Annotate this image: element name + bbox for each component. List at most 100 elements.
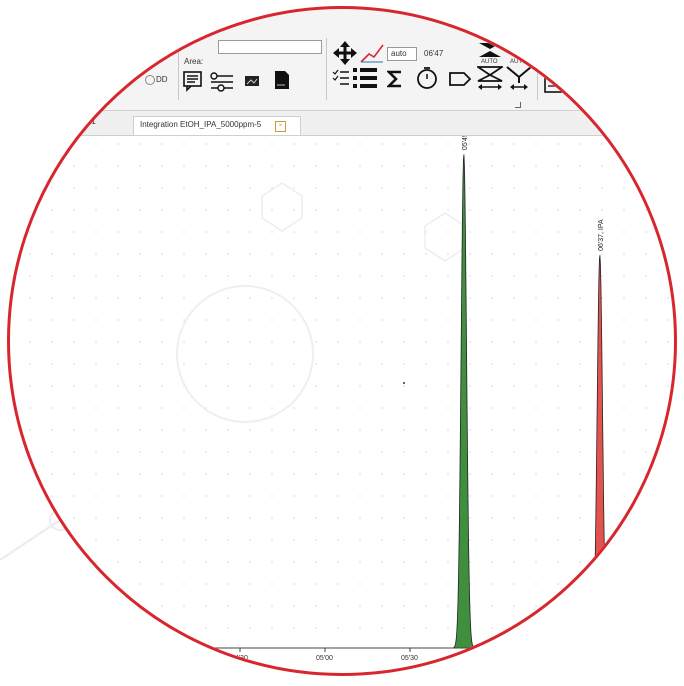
checklist-icon[interactable] <box>332 68 350 88</box>
grid-dot <box>623 165 625 167</box>
grid-dot <box>293 627 295 629</box>
grid-dot <box>183 275 185 277</box>
grid-dot <box>161 517 163 519</box>
grid-dot <box>29 275 31 277</box>
scale-input[interactable]: auto <box>387 47 417 61</box>
grid-dot <box>535 231 537 233</box>
grid-dot <box>447 517 449 519</box>
auto-zoom-icon-2[interactable] <box>508 42 532 58</box>
grid-dot <box>403 495 405 497</box>
grid-dot <box>359 341 361 343</box>
grid-dot <box>249 561 251 563</box>
grid-dot <box>161 627 163 629</box>
grid-dot <box>249 429 251 431</box>
tag-icon[interactable] <box>448 71 472 87</box>
peak-etoh[interactable] <box>449 154 479 649</box>
document-icon[interactable] <box>274 70 290 90</box>
grid-dot <box>315 517 317 519</box>
grid-dot <box>293 473 295 475</box>
auto-zoom-icon[interactable] <box>478 42 502 58</box>
grid-dot <box>645 231 647 233</box>
grid-dot <box>425 319 427 321</box>
radio-icon[interactable] <box>145 75 155 85</box>
close-tab-icon[interactable]: × <box>275 121 286 132</box>
grid-dot <box>469 539 471 541</box>
compress-icon[interactable] <box>506 66 532 92</box>
peak-reg-3[interactable] <box>636 642 660 649</box>
grid-dot <box>227 495 229 497</box>
search-field[interactable] <box>218 40 322 54</box>
image-export-icon[interactable] <box>244 73 260 89</box>
grid-dot <box>513 187 515 189</box>
grid-dot <box>227 561 229 563</box>
trend-icon[interactable] <box>359 42 385 64</box>
grid-dot <box>381 583 383 585</box>
grid-dot <box>491 407 493 409</box>
grid-dot <box>227 473 229 475</box>
grid-dot <box>579 385 581 387</box>
peak-ipa[interactable] <box>585 255 615 649</box>
grid-dot <box>557 231 559 233</box>
grid-dot <box>117 385 119 387</box>
grid-dot <box>337 341 339 343</box>
grid-dot <box>117 187 119 189</box>
grid-dot <box>249 539 251 541</box>
x-tick-label: 06'00 <box>486 655 503 662</box>
grid-dot <box>315 165 317 167</box>
grid-dot <box>535 451 537 453</box>
grid-dot <box>293 209 295 211</box>
grid-dot <box>513 473 515 475</box>
grid-dot <box>513 451 515 453</box>
grid-dot <box>249 583 251 585</box>
grid-dot <box>425 363 427 365</box>
expand-horizontal-icon[interactable] <box>477 66 503 92</box>
grid-dot <box>249 407 251 409</box>
sliders-icon[interactable] <box>209 70 235 92</box>
grid-dot <box>425 583 427 585</box>
grid-dot <box>403 231 405 233</box>
grid-dot <box>337 363 339 365</box>
grid-dot <box>139 517 141 519</box>
grid-dot <box>73 143 75 145</box>
grid-dot <box>315 605 317 607</box>
grid-dot <box>73 253 75 255</box>
grid-dot <box>425 539 427 541</box>
grid-dot <box>205 209 207 211</box>
grid-dot <box>535 495 537 497</box>
grid-dot <box>95 231 97 233</box>
tab-integration[interactable]: Integration EtOH_IPA_5000ppm-5 <box>133 116 301 135</box>
grid-dot <box>29 319 31 321</box>
grid-dot <box>117 209 119 211</box>
grid-dot <box>469 187 471 189</box>
grid-dot <box>491 297 493 299</box>
grid-dot <box>161 165 163 167</box>
move-icon[interactable] <box>333 41 357 65</box>
auto-label-1: AUTO <box>481 59 498 65</box>
tab-e1[interactable]: E1 <box>86 117 96 126</box>
grid-dot <box>315 231 317 233</box>
grid-dot <box>161 583 163 585</box>
list-icon[interactable] <box>352 66 378 90</box>
grid-dot <box>425 297 427 299</box>
group-expander-icon[interactable] <box>515 102 521 108</box>
grid-dot <box>29 253 31 255</box>
stopwatch-icon[interactable] <box>416 66 438 90</box>
grid-dot <box>623 407 625 409</box>
chromatogram-plot[interactable]: 04'30 05'00 05'30 06'00 06'30 07'00 05'49, Et… <box>10 136 674 673</box>
grid-dot <box>579 319 581 321</box>
grid-dot <box>139 583 141 585</box>
grid-dot <box>381 561 383 563</box>
grid-dot <box>249 495 251 497</box>
grid-dot <box>645 517 647 519</box>
sigma-icon[interactable] <box>387 70 403 88</box>
grid-dot <box>513 231 515 233</box>
grid-dot <box>359 561 361 563</box>
comment-icon[interactable] <box>182 70 204 92</box>
report-icon[interactable] <box>544 72 564 94</box>
grid-dot <box>513 583 515 585</box>
grid-dot <box>205 539 207 541</box>
grid-dot <box>447 341 449 343</box>
grid-dot <box>359 495 361 497</box>
document-tabs: E1 Integration EtOH_IPA_5000ppm-5 × <box>10 111 674 136</box>
grid-dot <box>513 429 515 431</box>
